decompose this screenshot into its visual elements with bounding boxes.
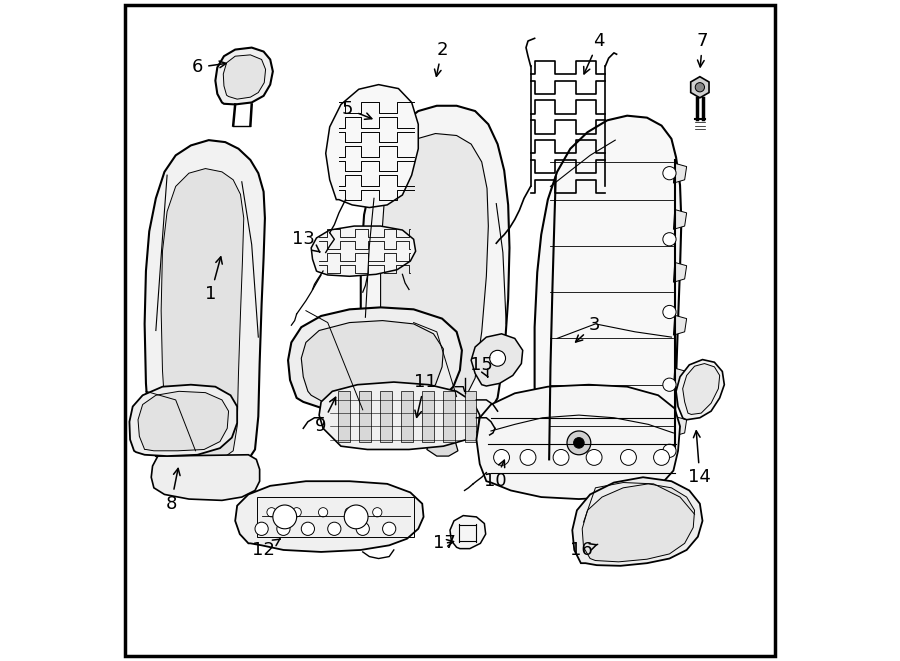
Text: 3: 3 bbox=[576, 316, 599, 342]
Polygon shape bbox=[326, 85, 419, 208]
Circle shape bbox=[695, 83, 705, 92]
Circle shape bbox=[493, 449, 509, 465]
Polygon shape bbox=[235, 481, 424, 552]
Circle shape bbox=[573, 438, 584, 448]
Polygon shape bbox=[311, 226, 416, 276]
Text: 17: 17 bbox=[433, 534, 456, 553]
Text: 13: 13 bbox=[292, 230, 320, 252]
Text: 6: 6 bbox=[192, 58, 226, 77]
Circle shape bbox=[554, 449, 569, 465]
Polygon shape bbox=[548, 420, 608, 464]
Circle shape bbox=[292, 508, 302, 517]
Polygon shape bbox=[381, 134, 489, 411]
Polygon shape bbox=[288, 307, 462, 411]
Polygon shape bbox=[145, 140, 265, 464]
Polygon shape bbox=[464, 391, 476, 442]
Circle shape bbox=[490, 350, 506, 366]
Polygon shape bbox=[338, 391, 349, 442]
Polygon shape bbox=[422, 391, 434, 442]
Polygon shape bbox=[380, 391, 392, 442]
Circle shape bbox=[345, 508, 355, 517]
Polygon shape bbox=[673, 163, 687, 183]
Circle shape bbox=[319, 508, 328, 517]
Circle shape bbox=[344, 505, 368, 529]
Polygon shape bbox=[401, 391, 413, 442]
Text: 1: 1 bbox=[205, 257, 222, 303]
Circle shape bbox=[662, 378, 676, 391]
Polygon shape bbox=[138, 391, 229, 451]
Text: 10: 10 bbox=[483, 460, 507, 490]
Polygon shape bbox=[427, 431, 458, 456]
Text: 4: 4 bbox=[584, 32, 605, 74]
Polygon shape bbox=[359, 391, 371, 442]
Text: 11: 11 bbox=[413, 373, 436, 417]
Circle shape bbox=[328, 522, 341, 535]
Circle shape bbox=[267, 508, 276, 517]
Text: 5: 5 bbox=[342, 100, 372, 119]
Polygon shape bbox=[535, 116, 681, 481]
Circle shape bbox=[662, 444, 676, 457]
Polygon shape bbox=[151, 455, 259, 500]
Circle shape bbox=[620, 449, 636, 465]
Polygon shape bbox=[673, 262, 687, 282]
Circle shape bbox=[382, 522, 396, 535]
Circle shape bbox=[662, 233, 676, 246]
Polygon shape bbox=[673, 416, 687, 436]
Polygon shape bbox=[673, 210, 687, 229]
Polygon shape bbox=[683, 364, 720, 414]
Polygon shape bbox=[673, 315, 687, 335]
Circle shape bbox=[356, 522, 369, 535]
Circle shape bbox=[653, 449, 670, 465]
Circle shape bbox=[373, 508, 382, 517]
Circle shape bbox=[520, 449, 536, 465]
Text: 7: 7 bbox=[697, 32, 708, 67]
Polygon shape bbox=[582, 484, 695, 562]
Polygon shape bbox=[215, 48, 273, 104]
Polygon shape bbox=[673, 368, 687, 388]
Text: 15: 15 bbox=[471, 356, 493, 377]
Polygon shape bbox=[690, 77, 709, 98]
Polygon shape bbox=[450, 516, 486, 549]
Text: 16: 16 bbox=[570, 541, 598, 559]
Polygon shape bbox=[161, 169, 244, 457]
Polygon shape bbox=[676, 360, 724, 420]
Circle shape bbox=[302, 522, 314, 535]
Polygon shape bbox=[361, 106, 509, 431]
Polygon shape bbox=[444, 391, 455, 442]
Polygon shape bbox=[130, 385, 238, 456]
Text: 14: 14 bbox=[688, 431, 711, 486]
Circle shape bbox=[662, 167, 676, 180]
Polygon shape bbox=[302, 321, 444, 405]
Polygon shape bbox=[472, 334, 523, 386]
Polygon shape bbox=[223, 55, 266, 99]
Text: 9: 9 bbox=[315, 397, 336, 436]
Polygon shape bbox=[476, 385, 680, 499]
Circle shape bbox=[277, 522, 290, 535]
Circle shape bbox=[255, 522, 268, 535]
Text: 8: 8 bbox=[166, 469, 180, 513]
Circle shape bbox=[273, 505, 297, 529]
Circle shape bbox=[586, 449, 602, 465]
Polygon shape bbox=[572, 477, 703, 566]
Circle shape bbox=[567, 431, 590, 455]
Polygon shape bbox=[320, 382, 480, 449]
Circle shape bbox=[662, 305, 676, 319]
Text: 12: 12 bbox=[252, 539, 280, 559]
Text: 2: 2 bbox=[435, 40, 448, 76]
